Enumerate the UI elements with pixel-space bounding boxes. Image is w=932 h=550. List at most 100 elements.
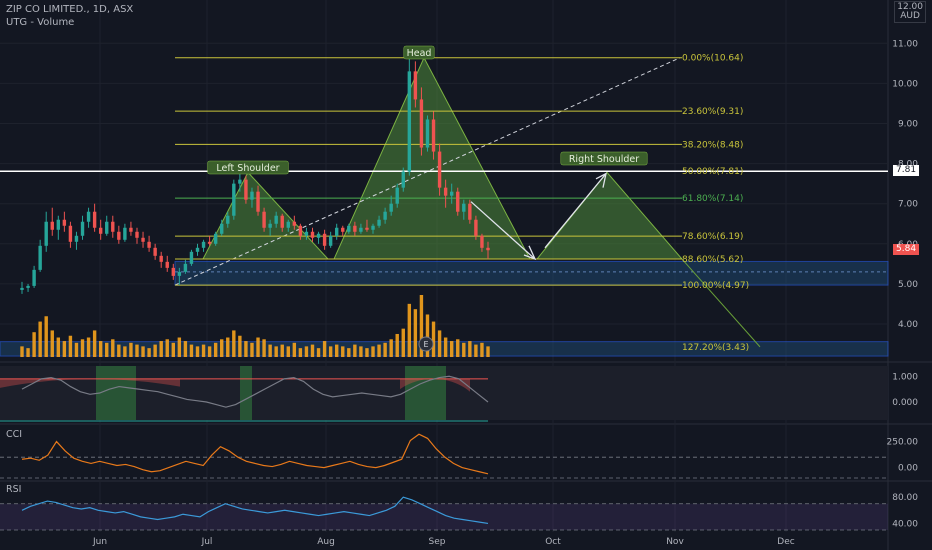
candle-body: [201, 241, 206, 248]
candle: [407, 57, 412, 176]
level-line-badge: 7.81: [893, 165, 920, 176]
candle: [195, 243, 200, 256]
volume-bars: [20, 295, 490, 357]
candle: [213, 231, 218, 246]
volume-bar: [395, 333, 399, 357]
volume-bar: [177, 337, 182, 357]
candle: [377, 215, 381, 228]
head-label-text: Head: [407, 48, 432, 59]
candle-body: [407, 71, 412, 172]
candle-body: [38, 245, 42, 270]
candle: [353, 221, 357, 236]
volume-bar: [244, 341, 248, 357]
candle: [123, 223, 127, 242]
rsi-panel-title: RSI: [6, 484, 21, 495]
candle-body: [153, 247, 157, 256]
volume-bar: [474, 344, 478, 357]
candle-body: [486, 247, 490, 251]
candle-body: [280, 215, 284, 228]
fib-level-label: 88.60%(5.62): [682, 255, 743, 265]
candle-body: [383, 211, 387, 220]
candle-body: [86, 211, 91, 222]
rsi-panel: RSI 80.00 40.00: [0, 484, 918, 531]
steamroller-red-zone: [400, 378, 470, 392]
fib-level-label: 78.60%(6.19): [682, 232, 743, 242]
candle: [425, 115, 430, 152]
volume-bar: [413, 309, 418, 357]
x-tick-label: Jun: [92, 537, 107, 547]
volume-bar: [159, 341, 163, 357]
volume-bar: [371, 346, 375, 357]
candle-body: [62, 219, 67, 226]
candle-body: [105, 221, 109, 234]
volume-bar: [383, 342, 387, 357]
volume-bar: [286, 346, 290, 357]
candle-body: [322, 233, 327, 246]
volume-bar: [195, 346, 200, 357]
volume-bar: [201, 344, 206, 357]
steamroller-panel-y-tick: 1.000: [892, 372, 918, 382]
candle: [359, 223, 363, 234]
candle: [117, 225, 121, 244]
volume-bar: [238, 335, 242, 357]
y-tick-label: 9.00: [898, 120, 918, 130]
down-arrow: [470, 201, 536, 260]
right-shoulder-label-box: [560, 151, 648, 166]
volume-bar: [268, 344, 272, 357]
volume-bar: [226, 337, 230, 357]
fib-level-label: 50.00%(7.81): [682, 167, 743, 177]
volume-bar: [141, 346, 145, 357]
symbol-title[interactable]: ZIP CO LIMITED., 1D, ASX: [6, 4, 134, 15]
candle: [328, 231, 333, 248]
volume-bar: [335, 344, 339, 357]
candle-body: [98, 227, 103, 234]
volume-bar: [353, 344, 357, 357]
candle: [395, 183, 399, 208]
currency-badge[interactable]: 12.00 AUD: [894, 1, 926, 23]
candle-body: [213, 233, 218, 244]
volume-bar: [98, 341, 103, 357]
candle-body: [268, 223, 272, 228]
volume-bar: [50, 330, 54, 357]
candle: [159, 251, 163, 268]
rsi-panel-y-tick: 80.00: [892, 493, 918, 503]
volume-bar: [480, 342, 484, 357]
rsi-panel-y-tick: 40.00: [892, 519, 918, 529]
candle-body: [50, 221, 54, 230]
candle: [280, 213, 284, 232]
fibonacci-retracement: 0.00%(10.64) 23.60%(9.31) 38.20%(8.48) 50.0…: [0, 54, 888, 353]
candle: [189, 249, 194, 266]
volume-bar: [220, 339, 224, 357]
cci-panel-y-tick: 0.00: [898, 464, 918, 474]
volume-bar: [38, 321, 42, 357]
candle: [365, 219, 369, 232]
candle-body: [141, 237, 145, 242]
right-shoulder-label-text: Right Shoulder: [569, 154, 639, 165]
steamroller-panel-y-tick: 0.000: [892, 398, 918, 408]
volume-bar: [419, 295, 424, 357]
volume-bar: [86, 337, 91, 357]
candle: [201, 239, 206, 252]
candle-body: [474, 219, 478, 236]
candle: [177, 267, 182, 286]
volume-bar: [341, 346, 345, 357]
candle-body: [250, 191, 254, 200]
candle: [389, 195, 393, 216]
candle: [105, 215, 109, 236]
candle-body: [365, 227, 369, 230]
candle-body: [26, 285, 30, 288]
candle-body: [92, 211, 97, 228]
volume-bar: [274, 346, 278, 357]
volume-bar: [377, 344, 381, 357]
candle-body: [32, 269, 36, 286]
candle: [413, 61, 418, 108]
volume-bar: [431, 321, 436, 357]
volume-bar: [437, 330, 442, 357]
candle-body: [298, 225, 303, 236]
candle-body: [462, 203, 466, 212]
volume-legend[interactable]: UTG - Volume: [6, 17, 75, 28]
candle: [26, 283, 30, 292]
volume-bar: [365, 348, 369, 357]
fib-level-label: 127.20%(3.43): [682, 343, 749, 353]
head-label-box: [403, 45, 435, 60]
